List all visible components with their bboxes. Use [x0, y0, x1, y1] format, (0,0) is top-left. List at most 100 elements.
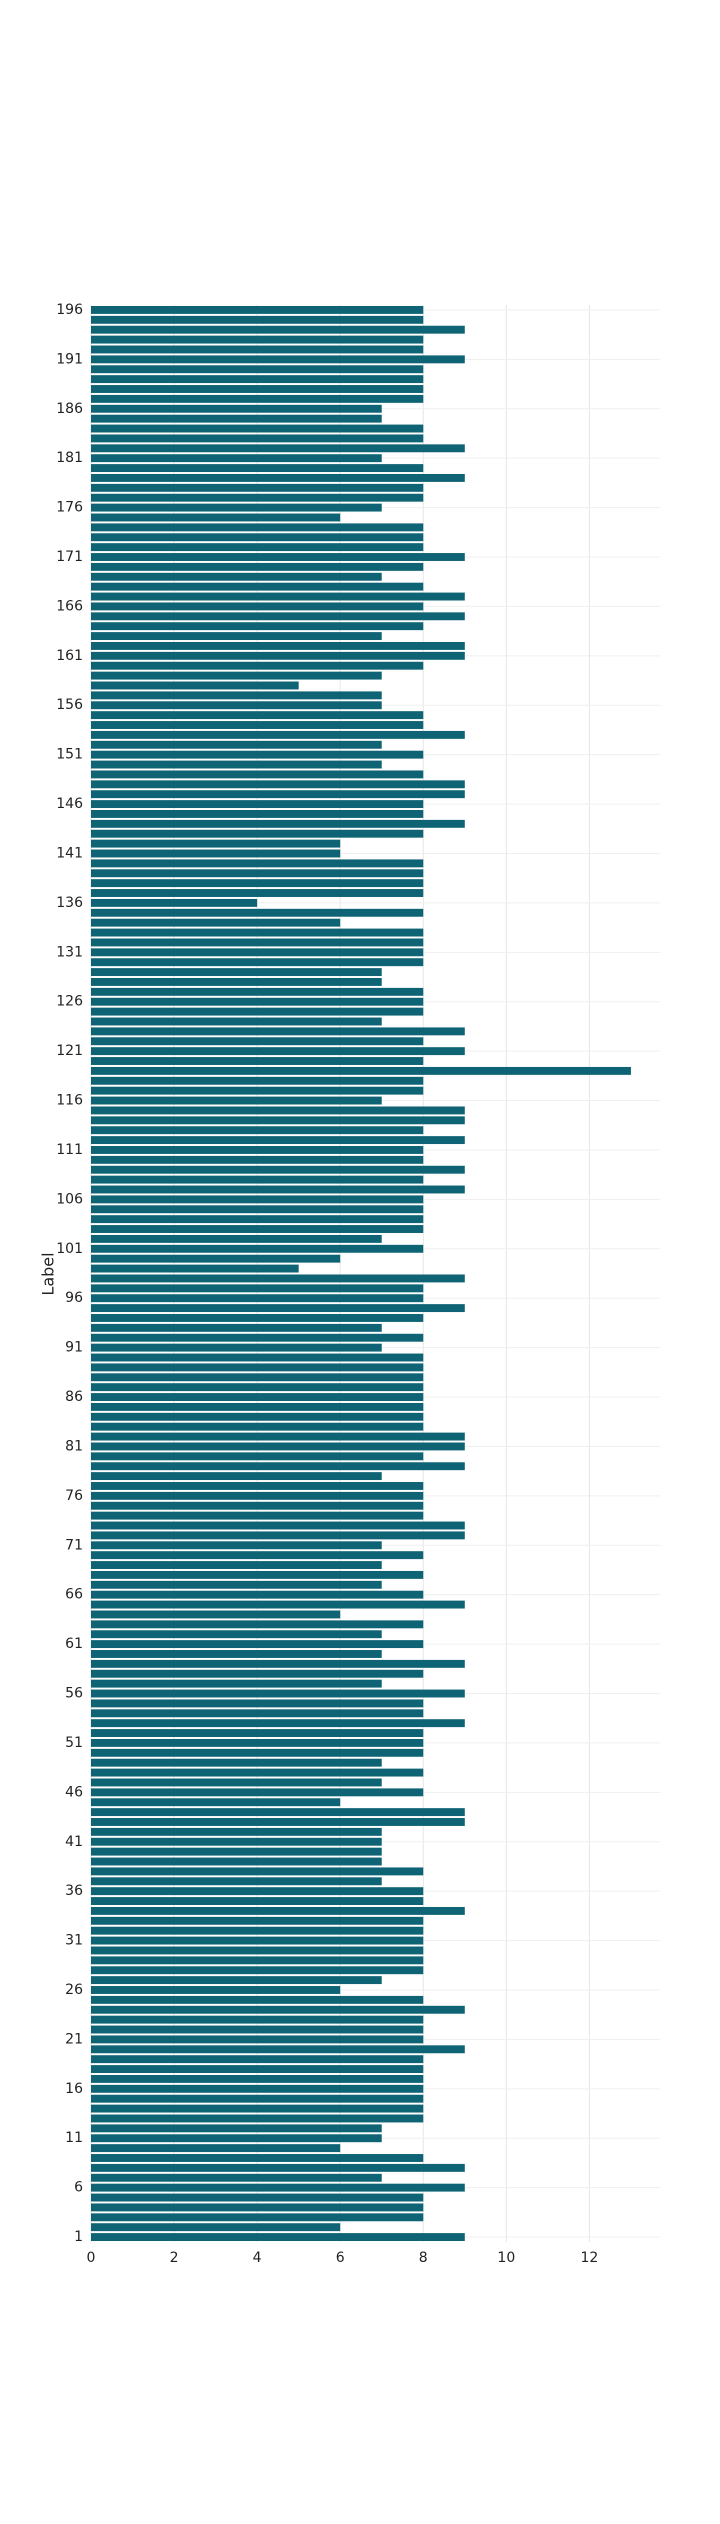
bar: [91, 2074, 424, 2083]
x-tick-label: 12: [580, 2250, 598, 2266]
x-tick-label: 6: [336, 2250, 345, 2266]
y-tick-label: 66: [65, 1587, 83, 1603]
y-tick-label: 1: [74, 2229, 83, 2245]
bar: [91, 849, 341, 858]
bar: [91, 1916, 424, 1925]
bar: [91, 2144, 341, 2153]
bar: [91, 444, 465, 453]
bar: [91, 1738, 424, 1747]
bar: [91, 1096, 382, 1105]
bar: [91, 1541, 382, 1550]
bar: [91, 898, 258, 907]
bar: [91, 1669, 424, 1678]
bar: [91, 2104, 424, 2113]
bar: [91, 928, 424, 937]
bar: [91, 1857, 382, 1866]
bar: [91, 523, 424, 532]
bar: [91, 1116, 465, 1125]
bar: [91, 464, 424, 473]
bar: [91, 839, 341, 848]
y-tick-label: 6: [74, 2180, 83, 2196]
y-tick-label: 21: [65, 2031, 83, 2047]
bar: [91, 1146, 424, 1154]
bar: [91, 2015, 424, 2024]
y-tick-label: 81: [65, 1438, 83, 1454]
bar: [91, 365, 424, 374]
y-tick-label: 161: [56, 648, 83, 664]
bar: [91, 800, 424, 809]
y-tick-label: 146: [56, 796, 83, 812]
bar: [91, 1699, 424, 1708]
bar: [91, 1007, 424, 1016]
bar: [91, 553, 465, 561]
bar: [91, 454, 382, 463]
bar: [91, 2045, 465, 2054]
bar: [91, 1422, 424, 1431]
bar: [91, 533, 424, 542]
bar: [91, 2025, 424, 2034]
bar: [91, 1076, 424, 1085]
y-tick-label: 61: [65, 1636, 83, 1652]
bar: [91, 1126, 424, 1135]
bar: [91, 1314, 424, 1322]
bar: [91, 2183, 465, 2192]
y-tick-label: 141: [56, 845, 83, 861]
bar: [91, 1402, 424, 1411]
y-tick-label: 166: [56, 598, 83, 614]
bar: [91, 562, 424, 571]
bar: [91, 1956, 424, 1965]
bar: [91, 1501, 424, 1510]
bar: [91, 2154, 424, 2162]
bar: [91, 2124, 382, 2133]
bar: [91, 2035, 424, 2044]
bar: [91, 1047, 465, 1056]
bar: [91, 1254, 341, 1263]
bar: [91, 1600, 465, 1609]
bar: [91, 315, 424, 324]
y-tick-label: 126: [56, 994, 83, 1010]
bar: [91, 1570, 424, 1579]
bar: [91, 908, 424, 917]
bar: [91, 1620, 424, 1629]
bar: [91, 2065, 424, 2074]
bar: [91, 1136, 465, 1145]
bar: [91, 1462, 465, 1471]
bar: [91, 572, 382, 581]
bar: [91, 1037, 424, 1046]
bar: [91, 760, 382, 769]
bar: [91, 1590, 424, 1599]
bar: [91, 513, 341, 522]
bar: [91, 473, 465, 482]
bar: [91, 750, 424, 759]
bar: [91, 345, 424, 354]
bar: [91, 691, 382, 700]
bar: [91, 1818, 465, 1826]
y-tick-label: 91: [65, 1340, 83, 1356]
bar: [91, 483, 424, 492]
y-tick-label: 176: [56, 500, 83, 516]
bar: [91, 493, 424, 502]
bar: [91, 730, 465, 739]
x-tick-label: 0: [87, 2250, 96, 2266]
bar: [91, 1373, 424, 1382]
bar: [91, 385, 424, 393]
bar: [91, 1936, 424, 1945]
bar: [91, 641, 465, 650]
bar: [91, 918, 341, 927]
bar: [91, 1531, 465, 1540]
bar: [91, 1926, 424, 1935]
bar: [91, 1630, 382, 1639]
bar: [91, 1491, 424, 1500]
bar: [91, 2163, 465, 2172]
bar: [91, 2094, 424, 2103]
y-tick-label: 36: [65, 1883, 83, 1899]
bar: [91, 543, 424, 552]
bar: [91, 770, 424, 779]
bar: [91, 1640, 424, 1649]
bar: [91, 1748, 424, 1757]
bar: [91, 1442, 465, 1451]
bar: [91, 2223, 341, 2232]
bar: [91, 1472, 382, 1481]
bar: [91, 1234, 382, 1243]
